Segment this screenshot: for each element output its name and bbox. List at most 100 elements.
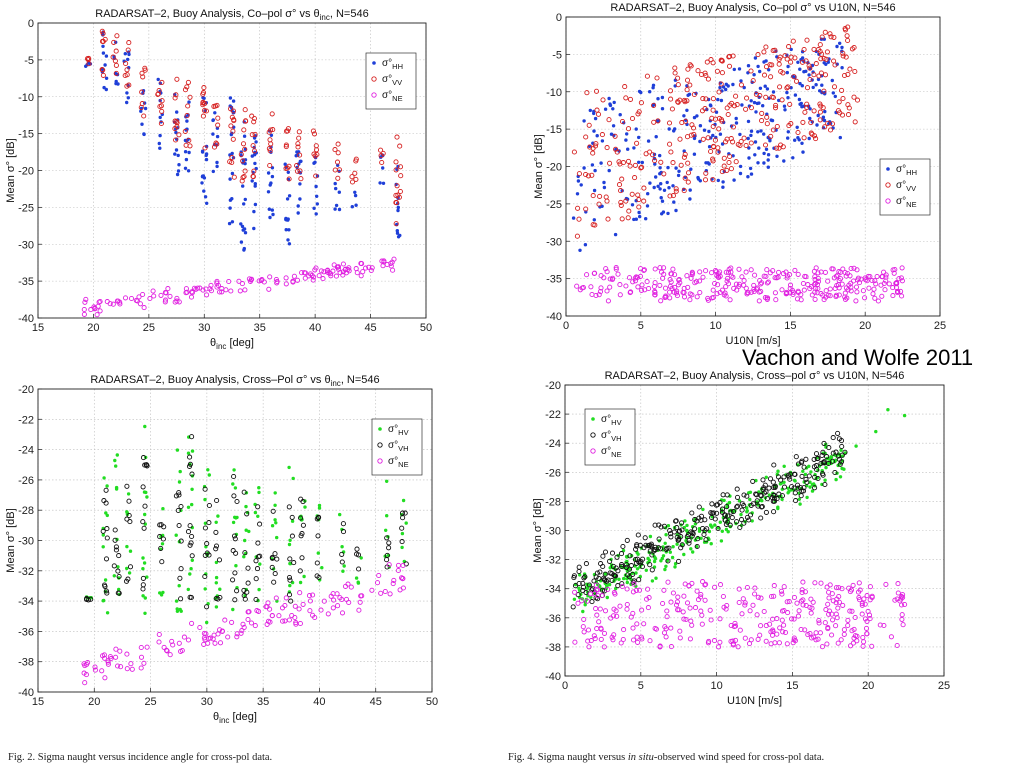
data-point xyxy=(625,580,629,585)
data-point xyxy=(704,59,710,65)
data-point xyxy=(339,610,346,616)
data-point xyxy=(826,456,830,461)
data-point xyxy=(788,54,794,60)
series-2 xyxy=(570,430,848,610)
data-point xyxy=(688,188,692,192)
data-point xyxy=(741,135,747,141)
data-point xyxy=(593,606,599,612)
data-point xyxy=(837,461,843,467)
data-point xyxy=(672,272,678,278)
data-point xyxy=(899,265,905,271)
data-point xyxy=(318,607,324,613)
data-point xyxy=(680,609,686,615)
data-point xyxy=(311,151,317,157)
data-point xyxy=(251,168,257,174)
data-point xyxy=(142,503,148,509)
data-point xyxy=(595,134,599,138)
data-point xyxy=(817,117,823,123)
data-point xyxy=(764,496,770,502)
data-point xyxy=(397,188,403,195)
data-point xyxy=(103,63,107,67)
data-point xyxy=(113,70,119,76)
data-point xyxy=(800,50,805,54)
data-point xyxy=(627,96,634,102)
data-point xyxy=(618,551,625,557)
data-point xyxy=(357,599,363,605)
caption-fig4-italic: in situ xyxy=(627,752,654,763)
data-point xyxy=(818,70,824,76)
data-point xyxy=(809,635,815,641)
data-point xyxy=(799,473,805,479)
legend-marker xyxy=(372,61,376,65)
data-point xyxy=(734,102,740,108)
data-point xyxy=(624,138,628,142)
data-point xyxy=(703,170,709,176)
data-point xyxy=(112,574,117,578)
data-point xyxy=(586,122,592,128)
data-point xyxy=(704,161,708,165)
data-point xyxy=(574,233,580,239)
data-point xyxy=(853,298,859,304)
data-point xyxy=(103,588,109,594)
data-point xyxy=(632,146,636,150)
data-point xyxy=(287,465,291,470)
data-point xyxy=(738,171,743,176)
data-point xyxy=(609,571,615,577)
data-point xyxy=(358,593,364,599)
data-point xyxy=(104,54,109,58)
data-point xyxy=(851,265,857,271)
data-point xyxy=(178,566,184,572)
y-axis-label: Mean σ° [dB] xyxy=(5,508,17,572)
data-point xyxy=(156,77,160,82)
data-point xyxy=(274,521,278,525)
data-point xyxy=(173,152,177,156)
chart-title: RADARSAT–2, Buoy Analysis, Co–pol σ° vs … xyxy=(95,8,368,22)
data-point xyxy=(178,538,184,544)
data-point xyxy=(710,177,716,183)
data-point xyxy=(800,488,807,494)
data-point xyxy=(753,491,759,497)
data-point xyxy=(366,264,372,270)
data-point xyxy=(850,640,856,646)
tick-label-x: 50 xyxy=(426,696,438,708)
data-point xyxy=(178,607,182,612)
data-point xyxy=(215,115,221,121)
legend-label: σ°NE xyxy=(601,446,622,459)
data-point xyxy=(779,608,786,614)
data-point xyxy=(134,298,140,304)
legend: σ°HVσ°VHσ°NE xyxy=(371,418,423,476)
data-point xyxy=(575,205,581,211)
data-point xyxy=(746,63,751,68)
data-point xyxy=(172,95,178,101)
data-point xyxy=(353,193,358,198)
data-point xyxy=(867,273,873,280)
data-point xyxy=(724,278,730,284)
data-point xyxy=(223,287,229,293)
data-point xyxy=(184,84,190,90)
data-point xyxy=(253,161,257,166)
data-point xyxy=(335,150,341,156)
data-point xyxy=(817,101,823,107)
data-point xyxy=(239,240,244,244)
data-point xyxy=(725,275,731,281)
data-point xyxy=(718,81,724,87)
data-point xyxy=(291,560,297,566)
data-point xyxy=(270,208,274,212)
data-point xyxy=(297,168,303,174)
data-point xyxy=(769,94,775,100)
data-point xyxy=(188,594,194,601)
data-point xyxy=(761,49,767,55)
data-point xyxy=(287,228,291,232)
data-point xyxy=(332,167,338,173)
data-point xyxy=(174,130,178,135)
data-point xyxy=(845,622,851,629)
data-point xyxy=(801,135,807,141)
data-point xyxy=(181,634,187,640)
data-point xyxy=(834,282,840,289)
data-point xyxy=(775,154,779,158)
data-point xyxy=(858,276,864,282)
data-point xyxy=(575,592,581,598)
data-point xyxy=(742,85,746,90)
data-point xyxy=(728,509,734,515)
data-point xyxy=(793,454,799,460)
